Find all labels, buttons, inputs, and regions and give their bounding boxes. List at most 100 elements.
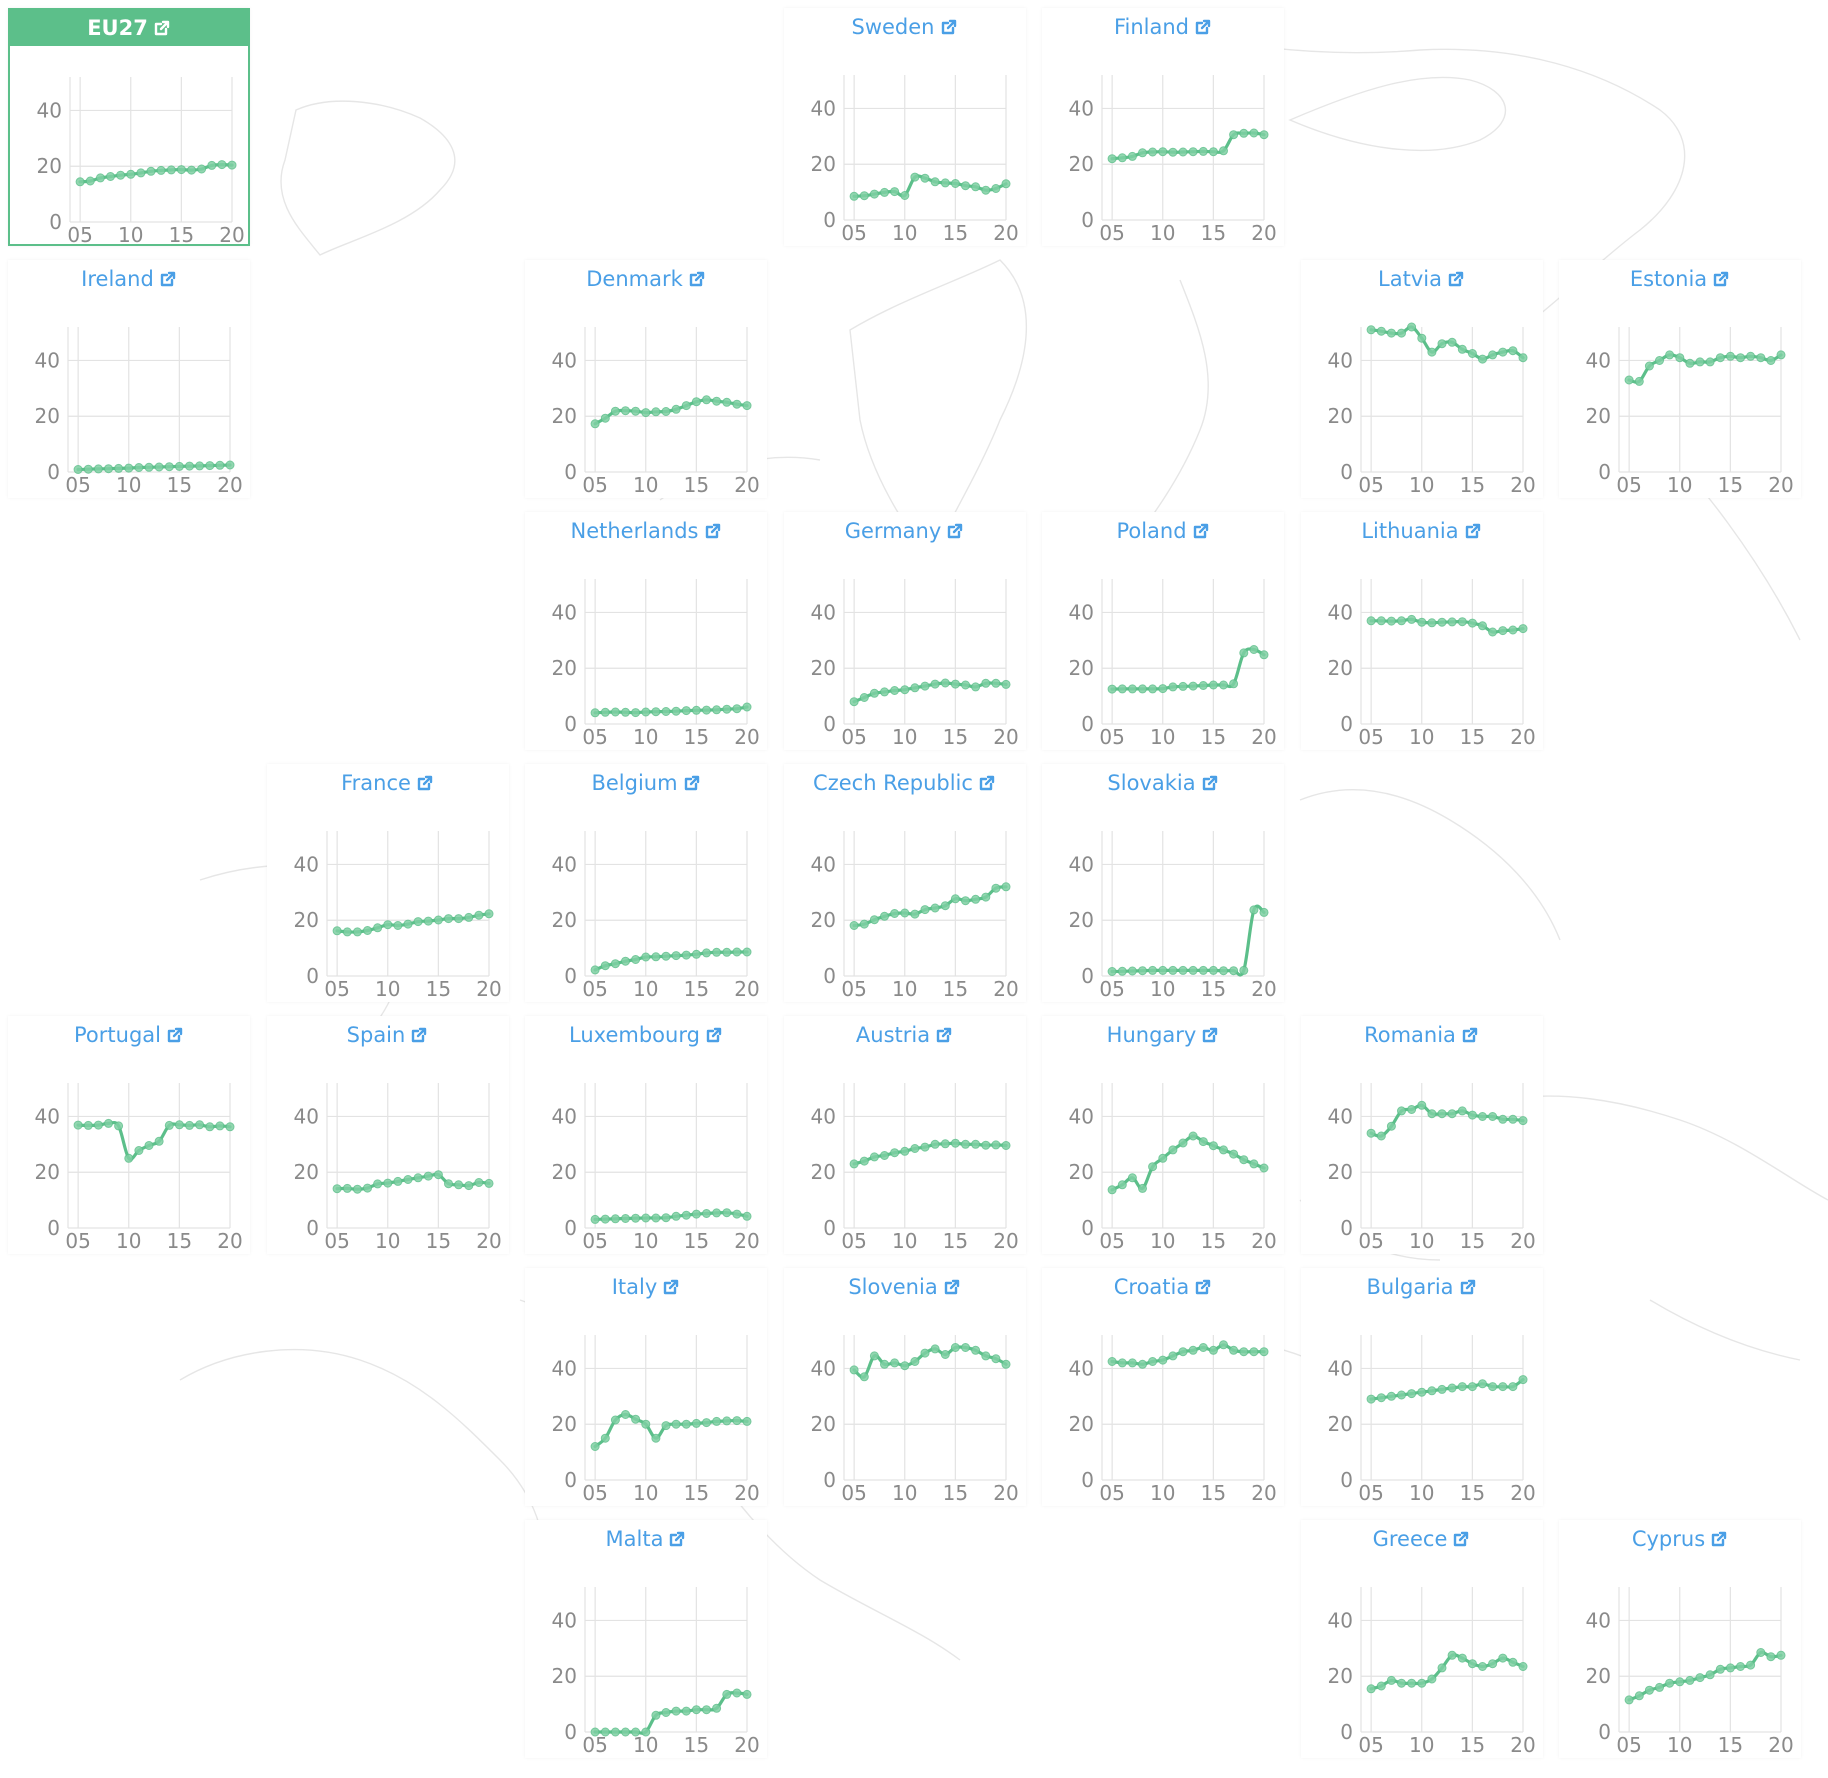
country-link-eu27[interactable]: EU27 <box>10 10 248 46</box>
data-point <box>590 1214 600 1224</box>
country-link-cyprus[interactable]: Cyprus <box>1559 1520 1801 1558</box>
data-point <box>1158 1153 1168 1163</box>
data-point <box>1188 1131 1198 1141</box>
country-link-czech-republic[interactable]: Czech Republic <box>784 764 1026 802</box>
data-point <box>1406 614 1416 624</box>
x-tick-label: 05 <box>1099 1229 1124 1253</box>
data-point <box>1188 965 1198 975</box>
country-link-slovakia[interactable]: Slovakia <box>1042 764 1284 802</box>
y-tick-label: 40 <box>1069 96 1094 120</box>
country-link-poland[interactable]: Poland <box>1042 512 1284 550</box>
data-point <box>1239 128 1249 138</box>
data-point <box>742 1416 752 1426</box>
country-link-croatia[interactable]: Croatia <box>1042 1268 1284 1306</box>
country-link-malta[interactable]: Malta <box>525 1520 767 1558</box>
x-tick-label: 20 <box>1768 1733 1793 1757</box>
data-point <box>859 1372 869 1382</box>
data-point <box>433 915 443 925</box>
external-link-icon <box>1713 271 1729 287</box>
data-point <box>197 164 207 174</box>
y-tick-label: 40 <box>1069 600 1094 624</box>
data-point <box>590 1727 600 1737</box>
country-tile-eu27: EU27 0 20 40 05 10 15 20 <box>8 8 250 247</box>
data-point <box>899 908 909 918</box>
external-link-icon <box>1454 1531 1469 1547</box>
data-point <box>1487 1659 1497 1669</box>
country-tile-austria: Austria 0 20 40 05 10 15 20 <box>783 1016 1026 1254</box>
line-chart-eu27: 0 20 40 05 10 15 20 <box>37 77 245 247</box>
country-tile-luxembourg: Luxembourg 0 20 40 05 10 15 20 <box>525 1016 767 1254</box>
country-link-sweden[interactable]: Sweden <box>784 8 1026 46</box>
country-link-slovenia[interactable]: Slovenia <box>784 1268 1026 1306</box>
x-tick-label: 10 <box>633 1481 658 1505</box>
data-point <box>940 178 950 188</box>
data-point <box>1477 1662 1487 1671</box>
x-tick-label: 05 <box>1099 725 1124 749</box>
data-point <box>742 947 752 957</box>
data-point <box>960 181 970 191</box>
data-point <box>423 1171 433 1181</box>
data-point <box>342 1183 352 1193</box>
data-point <box>1467 349 1477 358</box>
country-link-austria[interactable]: Austria <box>784 1016 1026 1054</box>
data-point <box>225 1122 235 1132</box>
country-link-belgium[interactable]: Belgium <box>525 764 767 802</box>
y-tick-label: 20 <box>37 154 62 178</box>
data-point <box>104 1118 113 1128</box>
country-link-greece[interactable]: Greece <box>1301 1520 1543 1558</box>
data-point <box>621 1727 630 1737</box>
data-point <box>980 185 990 195</box>
data-point <box>661 1708 671 1717</box>
data-point <box>1736 1662 1745 1671</box>
data-point <box>73 1120 83 1130</box>
y-tick-label: 20 <box>1069 908 1094 932</box>
country-tile-bulgaria: Bulgaria 0 20 40 05 10 15 20 <box>1300 1268 1543 1506</box>
country-link-germany[interactable]: Germany <box>784 512 1026 550</box>
x-tick-label: 20 <box>734 1733 759 1757</box>
data-point <box>1138 1359 1147 1369</box>
line-chart-belgium: 0 20 40 05 10 15 20 <box>552 831 760 1001</box>
country-link-italy[interactable]: Italy <box>525 1268 767 1306</box>
y-tick-label: 40 <box>552 852 577 876</box>
country-name: Malta <box>605 1527 664 1551</box>
country-name: EU27 <box>87 16 148 40</box>
data-point <box>1685 1675 1695 1685</box>
country-link-ireland[interactable]: Ireland <box>8 260 250 298</box>
x-tick-label: 15 <box>1201 977 1226 1001</box>
country-link-lithuania[interactable]: Lithuania <box>1301 512 1543 550</box>
data-point <box>443 914 453 924</box>
data-point <box>1736 353 1745 363</box>
country-tile-hungary: Hungary 0 20 40 05 10 15 20 <box>1042 1016 1284 1254</box>
x-tick-label: 05 <box>324 977 349 1001</box>
data-point <box>83 1120 93 1130</box>
country-link-denmark[interactable]: Denmark <box>525 260 767 298</box>
data-point <box>859 1156 869 1166</box>
data-point <box>849 1159 859 1169</box>
country-link-estonia[interactable]: Estonia <box>1559 260 1801 298</box>
data-point <box>869 1351 879 1361</box>
series-line-eu27 <box>78 162 234 184</box>
country-link-bulgaria[interactable]: Bulgaria <box>1301 1268 1543 1306</box>
data-point <box>1001 179 1010 189</box>
country-link-luxembourg[interactable]: Luxembourg <box>525 1016 767 1054</box>
country-link-portugal[interactable]: Portugal <box>8 1016 250 1054</box>
y-tick-label: 20 <box>552 656 577 680</box>
external-link-icon <box>1202 775 1217 791</box>
x-tick-label: 20 <box>1510 725 1535 749</box>
data-point <box>1518 1116 1527 1126</box>
country-link-latvia[interactable]: Latvia <box>1301 260 1543 298</box>
country-link-france[interactable]: France <box>267 764 509 802</box>
country-link-hungary[interactable]: Hungary <box>1042 1016 1284 1054</box>
data-point <box>722 947 732 957</box>
data-point <box>661 1213 671 1223</box>
data-point <box>742 702 752 712</box>
data-point <box>1376 1681 1386 1691</box>
country-link-netherlands[interactable]: Netherlands <box>525 512 767 550</box>
country-link-finland[interactable]: Finland <box>1042 8 1284 46</box>
series-line-austria <box>852 1141 1008 1166</box>
country-link-romania[interactable]: Romania <box>1301 1016 1543 1054</box>
y-tick-label: 40 <box>552 1608 577 1632</box>
country-link-spain[interactable]: Spain <box>267 1016 509 1054</box>
data-point <box>205 461 215 471</box>
x-tick-label: 05 <box>841 221 866 245</box>
